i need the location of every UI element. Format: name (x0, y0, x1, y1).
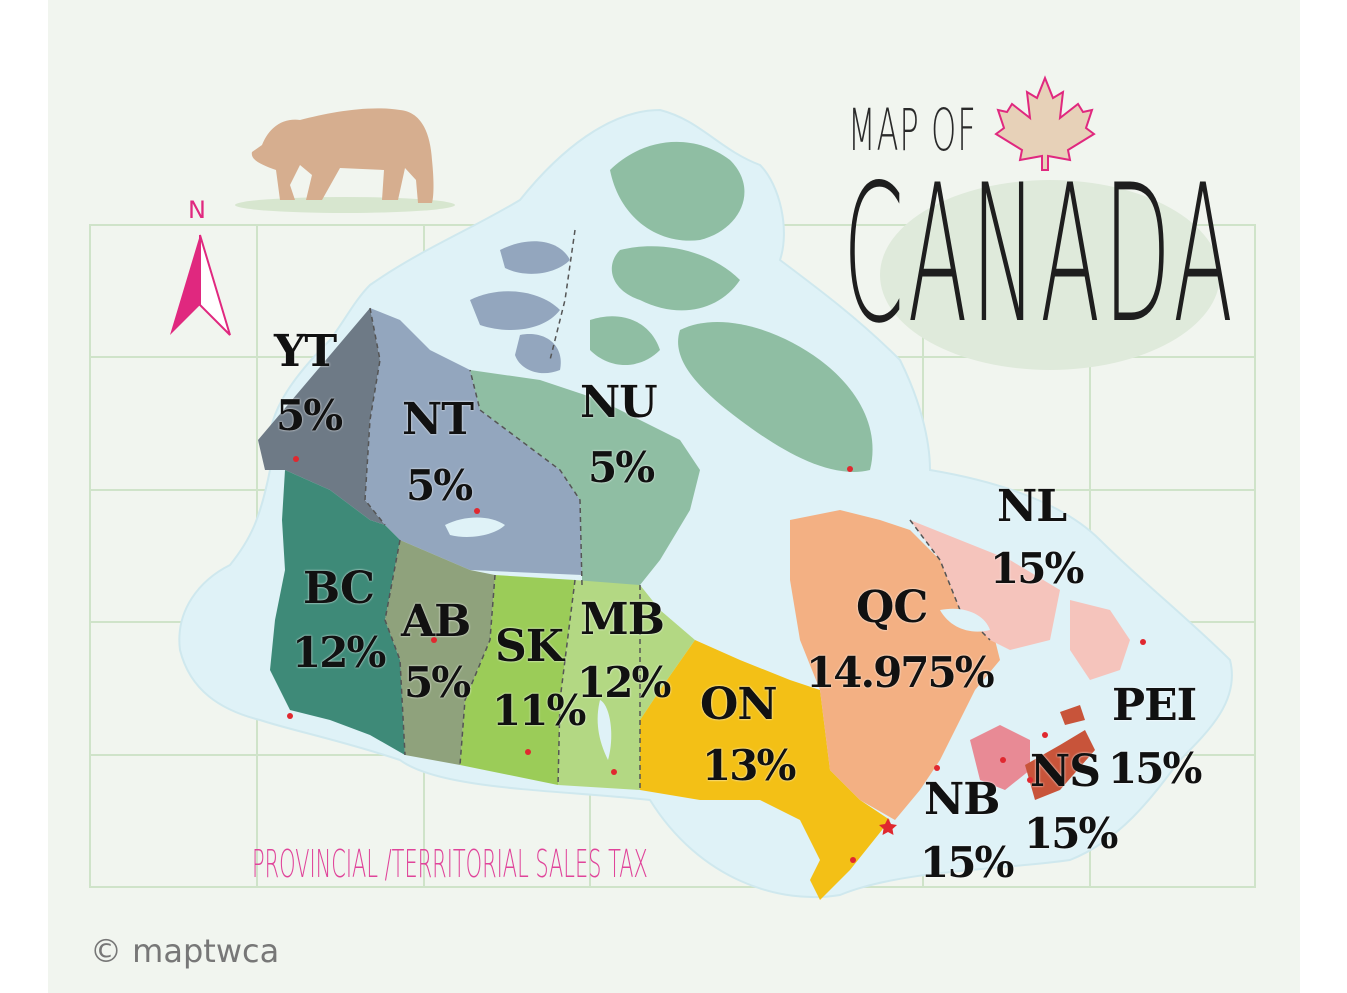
bear-icon (235, 108, 455, 213)
rate-nu: 5% (588, 443, 655, 492)
label-sk: SK (495, 621, 564, 672)
label-nb: NB (924, 774, 1000, 825)
label-bc: BC (303, 563, 375, 614)
north-label: N (188, 196, 206, 224)
label-yt: YT (274, 326, 337, 377)
label-ns: NS (1030, 746, 1101, 797)
rate-bc: 12% (292, 628, 386, 677)
label-nu: NU (580, 377, 658, 428)
title-backdrop (880, 180, 1220, 370)
region-pei (1060, 705, 1085, 725)
capital-markers (287, 456, 1146, 863)
rate-on: 13% (702, 741, 796, 790)
rate-qc: 14.975% (806, 648, 995, 697)
region-ab (385, 540, 495, 765)
arctic-islands-nt (470, 241, 570, 374)
region-bc (270, 470, 405, 755)
rate-yt: 5% (276, 391, 343, 440)
borders (364, 229, 991, 790)
region-on (640, 640, 890, 900)
region-nu (470, 370, 700, 585)
rate-nb: 15% (920, 838, 1014, 887)
region-mb (558, 580, 695, 790)
map-caption: PROVINCIAL /TERRITORIAL SALES TAX (252, 842, 648, 886)
rate-sk: 11% (492, 686, 586, 735)
north-arrow-icon (170, 234, 231, 336)
region-nb (970, 725, 1030, 790)
rate-nl: 15% (990, 544, 1084, 593)
maple-leaf-icon (994, 75, 1096, 171)
label-pei: PEI (1112, 680, 1197, 731)
rate-nt: 5% (406, 461, 473, 510)
region-yt (258, 308, 385, 525)
ottawa-star-icon (879, 818, 897, 835)
region-nl (910, 520, 1060, 650)
label-mb: MB (580, 594, 665, 645)
rate-pei: 15% (1108, 744, 1202, 793)
rate-ns: 15% (1024, 809, 1118, 858)
region-nt (365, 308, 582, 575)
region-sk (460, 575, 575, 785)
label-nl: NL (997, 481, 1067, 532)
region-qc (790, 510, 1000, 820)
rate-mb: 12% (577, 658, 671, 707)
title-line1: MAP OF (848, 96, 977, 164)
rate-ab: 5% (404, 658, 471, 707)
lakes (445, 517, 990, 760)
title-line2: CANADA (843, 144, 1237, 365)
label-on: ON (700, 679, 778, 730)
label-ab: AB (401, 596, 471, 647)
copyright-credit: © maptwca (90, 932, 280, 970)
region-nl-island (1070, 600, 1130, 680)
arctic-islands (590, 141, 873, 472)
label-qc: QC (856, 582, 928, 633)
label-nt: NT (402, 394, 474, 445)
region-ns (1025, 730, 1095, 800)
